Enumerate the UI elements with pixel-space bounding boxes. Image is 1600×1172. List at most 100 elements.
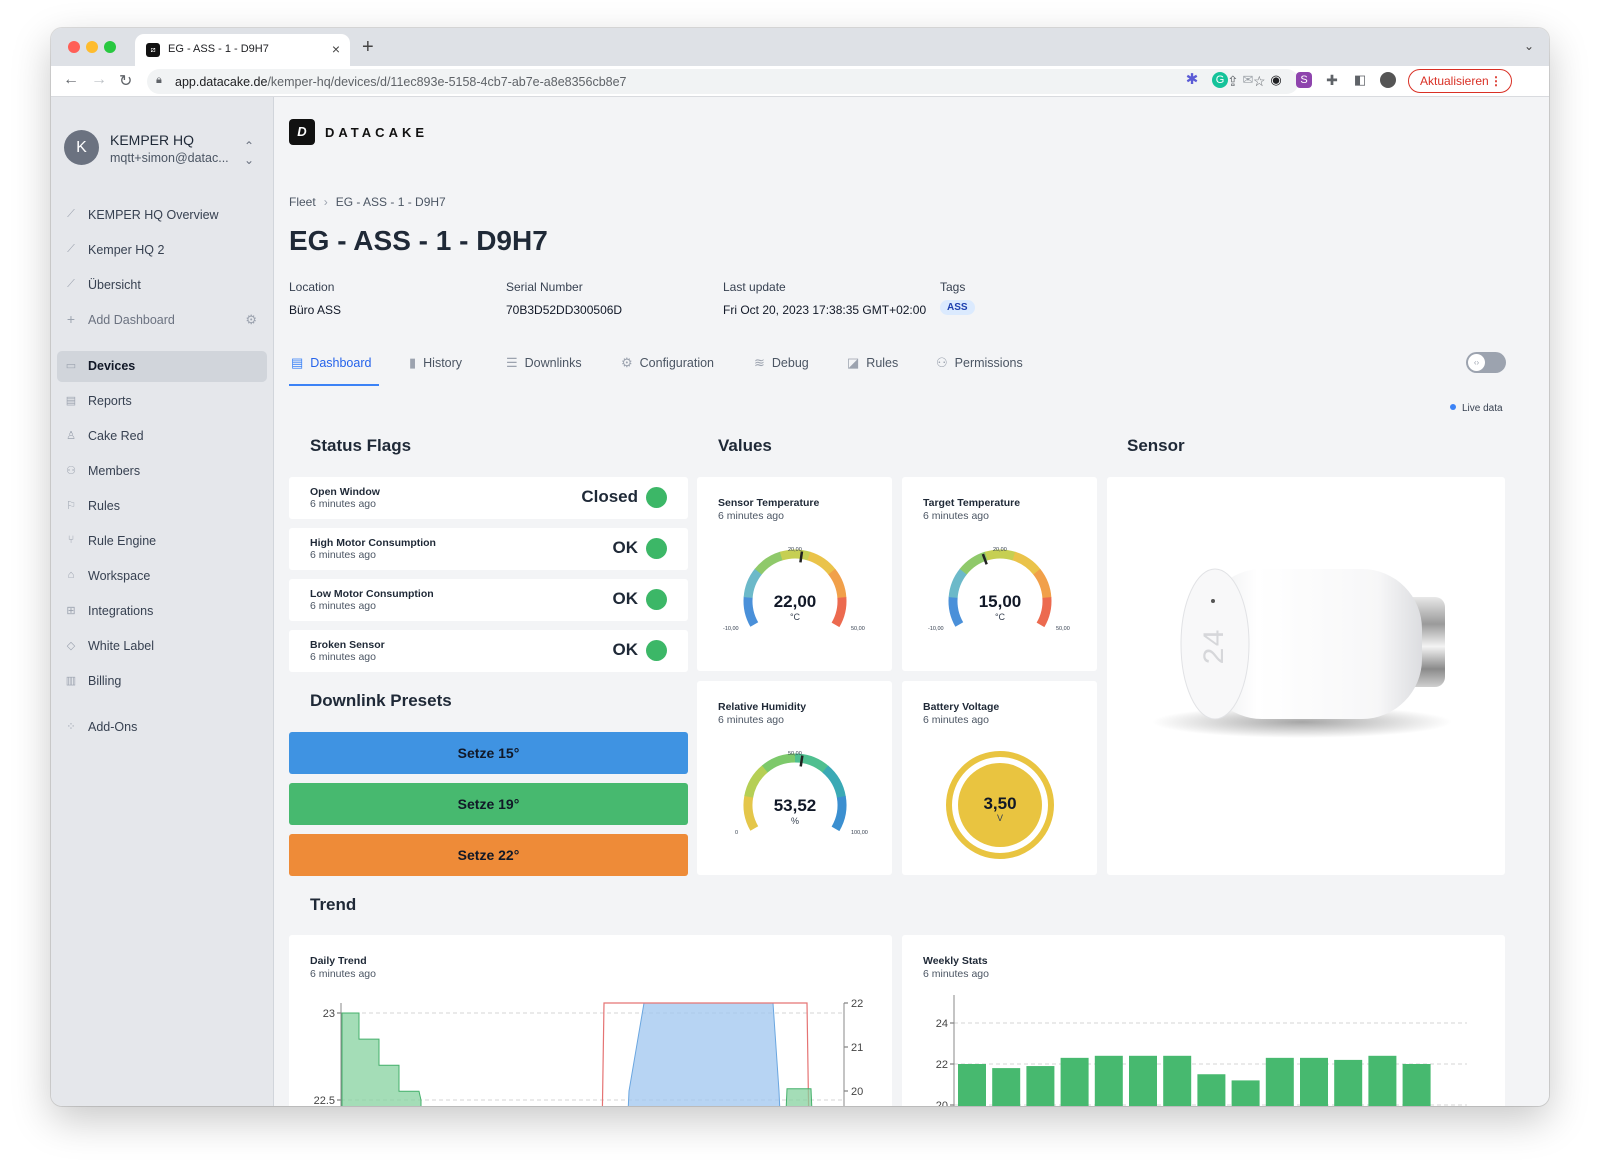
billing-icon: ▥ — [64, 674, 78, 687]
sidebar-item-cake-red[interactable]: ♙ Cake Red — [57, 421, 267, 452]
tab-downlinks[interactable]: ☰ Downlinks — [506, 344, 582, 386]
mail-extension-icon[interactable]: ✉ — [1240, 72, 1256, 88]
browser-tab[interactable]: ⧄ EG - ASS - 1 - D9H7 × — [135, 34, 350, 66]
tab-configuration[interactable]: ⚙ Configuration — [621, 344, 714, 386]
chart-icon: ⟋ — [64, 208, 78, 221]
y-left-tick-label: 22.5 — [314, 1095, 335, 1106]
reload-icon[interactable]: ↻ — [119, 71, 132, 91]
weekly-bar — [1232, 1080, 1260, 1106]
reports-icon: ▤ — [64, 394, 78, 407]
weekly-bar — [1334, 1060, 1362, 1106]
y-right-tick-label: 21 — [851, 1042, 863, 1054]
breadcrumb-chevron-icon: › — [324, 195, 328, 209]
sidebar-item-white-label[interactable]: ◇ White Label — [57, 631, 267, 662]
grammarly-icon[interactable]: G — [1212, 72, 1228, 88]
gauge-arc-segment — [825, 769, 841, 797]
sidebar-dashboard-kemper-hq-2[interactable]: ⟋ Kemper HQ 2 — [57, 235, 267, 266]
sidebar-item-rule-engine[interactable]: ⑂ Rule Engine — [57, 526, 267, 557]
sidebar-dashboard-ubersicht[interactable]: ⟋ Übersicht — [57, 270, 267, 301]
sidebar-item-reports[interactable]: ▤ Reports — [57, 386, 267, 417]
extension-asterisk-icon[interactable]: ✱ — [1184, 72, 1200, 88]
daily-series-2-area — [627, 1003, 781, 1106]
sidebar-item-add-ons[interactable]: ⁘ Add-Ons — [57, 712, 267, 743]
tab-history[interactable]: ▮ History — [409, 344, 462, 386]
history-icon: ▮ — [409, 355, 416, 370]
update-browser-button[interactable]: Aktualisieren ⋮ — [1408, 69, 1512, 93]
profile-avatar-icon[interactable] — [1380, 72, 1396, 88]
gauge-card-relative-humidity: Relative Humidity 6 minutes ago 50,00 0 … — [697, 681, 892, 875]
org-name[interactable]: KEMPER HQ — [110, 132, 194, 148]
new-tab-icon[interactable]: + — [362, 36, 374, 59]
gauge-arc-segment — [749, 769, 765, 797]
breadcrumb-fleet[interactable]: Fleet — [289, 195, 316, 209]
edit-mode-toggle[interactable]: ‹› — [1466, 352, 1506, 373]
sidebar-item-members[interactable]: ⚇ Members — [57, 456, 267, 487]
sidebar-item-devices[interactable]: ▭ Devices — [57, 351, 267, 382]
dashboard-settings-gear-icon[interactable]: ⚙ — [245, 312, 257, 328]
status-dot — [646, 640, 667, 661]
chart-icon: ⟋ — [64, 278, 78, 291]
y-tick-label: 20 — [936, 1100, 948, 1106]
tab-permissions[interactable]: ⚇ Permissions — [936, 344, 1023, 386]
share-icon[interactable]: ⇪ — [1227, 73, 1239, 90]
gauge-arc-segment — [795, 758, 826, 769]
rules-icon: ⚐ — [64, 499, 78, 512]
breadcrumb: Fleet › EG - ASS - 1 - D9H7 — [289, 195, 446, 209]
sidebar-item-integrations[interactable]: ⊞ Integrations — [57, 596, 267, 627]
status-flag-open-window: Open Window 6 minutes ago Closed — [289, 477, 688, 519]
side-panel-icon[interactable]: ◧ — [1352, 72, 1368, 88]
org-switch-chevron-icon[interactable]: ⌃ ⌄ — [244, 139, 254, 167]
url-text: app.datacake.de/kemper-hq/devices/d/11ec… — [175, 75, 627, 89]
add-dashboard-button[interactable]: + Add Dashboard ⚙ — [57, 305, 267, 336]
back-icon[interactable]: ← — [63, 71, 79, 89]
weekly-stats-chart: 24 22 20 — [902, 935, 1505, 1106]
section-trend: Trend — [310, 895, 356, 915]
sidebar: K KEMPER HQ mqtt+simon@datac... ⌃ ⌄ ⟋ KEM… — [51, 97, 274, 1106]
weekly-bar — [1403, 1064, 1431, 1106]
forward-icon[interactable]: → — [91, 71, 107, 89]
extension-s-icon[interactable]: S — [1296, 72, 1312, 88]
gear-icon: ⚙ — [621, 355, 633, 370]
gauge-arc-segment — [809, 556, 832, 572]
preset-button-22[interactable]: Setze 22° — [289, 834, 688, 876]
zoom-window-button[interactable] — [104, 41, 116, 53]
close-window-button[interactable] — [68, 41, 80, 53]
tab-rules[interactable]: ◪ Rules — [847, 344, 898, 386]
preset-button-19[interactable]: Setze 19° — [289, 783, 688, 825]
tab-debug[interactable]: ≋ Debug — [754, 344, 809, 386]
device-tabs: ▤ Dashboard ▮ History ☰ Downlinks ⚙ Configur… — [289, 344, 1505, 386]
tab-list-chevron-icon[interactable]: ⌄ — [1524, 39, 1534, 53]
org-avatar[interactable]: K — [64, 130, 99, 165]
integrations-icon: ⊞ — [64, 604, 78, 617]
downlinks-icon: ☰ — [506, 355, 518, 370]
sidebar-item-workspace[interactable]: ⌂ Workspace — [57, 561, 267, 592]
section-values: Values — [718, 436, 772, 456]
meta-location: Location Büro ASS — [289, 280, 341, 317]
tag-badge[interactable]: ASS — [940, 300, 975, 315]
y-tick-label: 24 — [936, 1018, 948, 1030]
preset-button-15[interactable]: Setze 15° — [289, 732, 688, 774]
status-flag-high-motor: High Motor Consumption 6 minutes ago OK — [289, 528, 688, 570]
minimize-window-button[interactable] — [86, 41, 98, 53]
weekly-bar — [1061, 1058, 1089, 1106]
breadcrumb-device[interactable]: EG - ASS - 1 - D9H7 — [336, 195, 446, 209]
weekly-bar — [1266, 1058, 1294, 1106]
weekly-stats-card: Weekly Stats 6 minutes ago 24 22 20 — [902, 935, 1505, 1106]
gauge-arc-segment — [765, 758, 796, 769]
sidebar-dashboard-kemper-hq-overview[interactable]: ⟋ KEMPER HQ Overview — [57, 200, 267, 231]
weekly-bar — [1163, 1056, 1191, 1106]
tab-dashboard[interactable]: ▤ Dashboard — [289, 344, 379, 386]
cake-red-icon: ♙ — [64, 429, 78, 442]
daily-trend-chart: 23 22.5 22 21 20 — [289, 935, 892, 1106]
sidebar-item-billing[interactable]: ▥ Billing — [57, 666, 267, 697]
address-bar[interactable]: 🔒︎ app.datacake.de/kemper-hq/devices/d/1… — [147, 69, 1299, 94]
daily-series-1-area-end — [785, 1089, 813, 1106]
gauge-card-sensor-temperature: Sensor Temperature 6 minutes ago 20,00 -… — [697, 477, 892, 671]
extension-disc-icon[interactable]: ◉ — [1268, 72, 1284, 88]
sidebar-item-rules[interactable]: ⚐ Rules — [57, 491, 267, 522]
meta-serial: Serial Number 70B3D52DD300506D — [506, 280, 622, 317]
extensions-puzzle-icon[interactable]: ✚ — [1324, 72, 1340, 88]
more-menu-icon[interactable]: ⋮ — [1490, 70, 1502, 92]
close-tab-icon[interactable]: × — [332, 41, 340, 57]
plus-icon: + — [64, 311, 78, 327]
